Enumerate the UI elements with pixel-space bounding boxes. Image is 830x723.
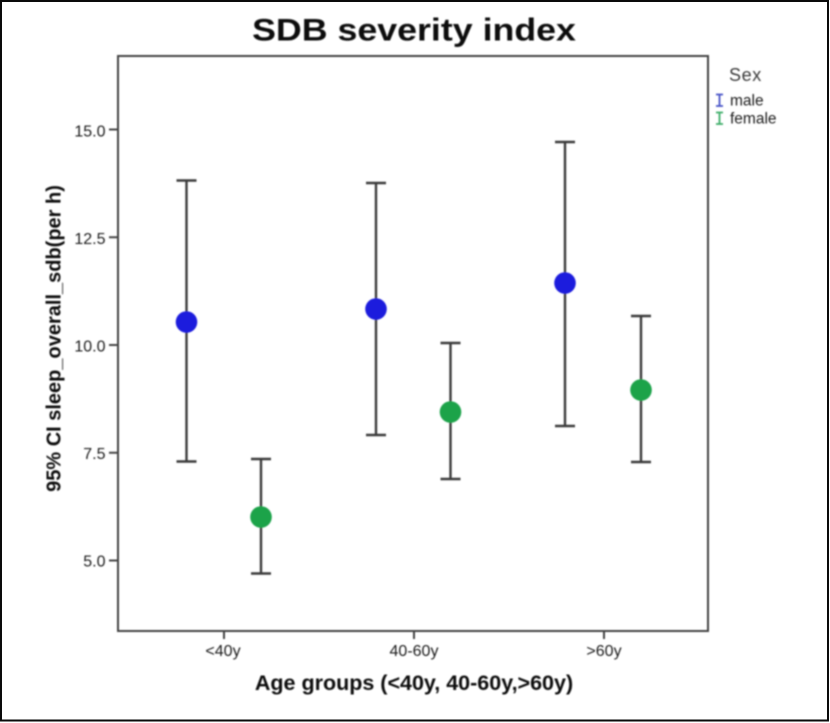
svg-text:7.5: 7.5 <box>83 446 105 463</box>
svg-text:Age groups (<40y, 40-60y,>60y): Age groups (<40y, 40-60y,>60y) <box>255 671 573 695</box>
svg-text:female: female <box>730 111 777 128</box>
svg-text:95% CI sleep_overall_sdb(per h: 95% CI sleep_overall_sdb(per h) <box>44 185 66 492</box>
svg-text:<40y: <40y <box>205 643 240 660</box>
svg-text:5.0: 5.0 <box>83 554 105 571</box>
svg-text:12.5: 12.5 <box>74 231 105 248</box>
svg-text:10.0: 10.0 <box>74 339 105 356</box>
svg-text:SDB severity index: SDB severity index <box>252 13 576 48</box>
svg-text:Sex: Sex <box>729 65 762 85</box>
svg-text:40-60y: 40-60y <box>390 643 439 660</box>
svg-text:15.0: 15.0 <box>74 124 105 141</box>
svg-text:>60y: >60y <box>586 643 621 660</box>
svg-text:male: male <box>730 93 764 110</box>
